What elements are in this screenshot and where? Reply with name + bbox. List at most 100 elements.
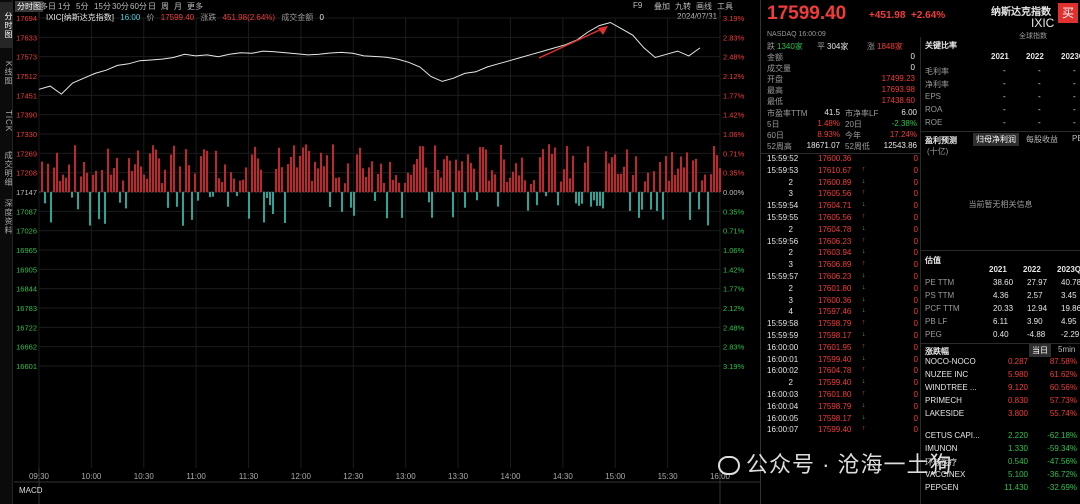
buy-button[interactable]: 买 (1058, 3, 1078, 23)
forecast-tab-1[interactable]: 每股收益 (1026, 135, 1058, 144)
histogram-bar (281, 167, 283, 193)
mover-name[interactable]: NUZEE INC (925, 370, 969, 379)
tick-price: 17605.56 (818, 189, 852, 199)
period-0[interactable]: 多日 (40, 2, 56, 11)
tool-4[interactable]: 工具 (717, 2, 733, 11)
field-value: 0 (910, 52, 915, 61)
tick-volume: 0 (913, 295, 918, 305)
histogram-bar (695, 158, 697, 193)
tick-price: 17606.23 (818, 236, 852, 246)
tick-price: 17598.17 (818, 413, 852, 423)
y-right-tick: 2.48% (723, 323, 745, 332)
key-ratios-title: 关键比率 (925, 41, 957, 50)
period-3[interactable]: 15分 (94, 2, 111, 11)
tick-row: 16:00:03 17601.80 ↑ 0 (761, 390, 921, 401)
intraday-chart[interactable]: 17694 3.19% 17633 2.83% 17573 2.48% 17512 2.12%… (14, 10, 760, 504)
ratio-value: - (1038, 79, 1041, 88)
tick-direction-icon: ↑ (862, 390, 866, 397)
histogram-bar (446, 155, 448, 193)
tool-1[interactable]: 叠加 (654, 2, 670, 11)
histogram-bar (260, 169, 262, 193)
stat-label: 52周低 (845, 142, 870, 151)
instrument-code: IXIC (1031, 16, 1055, 30)
nav-tab-2[interactable]: TICK (4, 109, 13, 133)
mover-name[interactable]: IMUNON (925, 444, 958, 453)
histogram-bar (437, 169, 439, 193)
period-4[interactable]: 30分 (112, 2, 129, 11)
tool-3[interactable]: 画线 (696, 2, 712, 11)
histogram-bar (524, 180, 526, 193)
breadth-value: 1340家 (777, 42, 803, 51)
period-8[interactable]: 月 (174, 2, 182, 11)
breadth-value: 304家 (827, 42, 849, 51)
nav-tab-3[interactable]: 成交明细 (4, 151, 13, 187)
histogram-bar (80, 176, 82, 193)
histogram-bar (251, 154, 253, 193)
tick-price: 17601.95 (818, 342, 852, 352)
movers-tab-1[interactable]: 5min (1058, 345, 1076, 354)
histogram-bar (152, 145, 154, 193)
period-5[interactable]: 60分 (130, 2, 147, 11)
histogram-bar (383, 182, 385, 193)
histogram-bar (239, 180, 241, 193)
nav-tab-4[interactable]: 深度资料 (4, 199, 13, 235)
nav-tab-1[interactable]: K线图 (4, 60, 13, 86)
period-9[interactable]: 更多 (187, 2, 203, 11)
valuation-value: 12.94 (1027, 304, 1048, 313)
nav-tab-0[interactable]: 分时图 (0, 2, 13, 48)
tick-row: 2 17604.78 ↓ 0 (761, 225, 921, 236)
price-line (38, 21, 701, 95)
forecast-title: 盈利预测 (925, 136, 957, 145)
histogram-bar (548, 144, 550, 193)
histogram-bar (614, 154, 616, 193)
tick-direction-icon: ↑ (862, 342, 866, 350)
period-2[interactable]: 5分 (76, 2, 89, 11)
watermark: 公众号 · 沧海一土狗 (718, 447, 953, 479)
mover-name[interactable]: CETUS CAPI... (925, 431, 980, 440)
mover-name[interactable]: PRIMECH (925, 396, 962, 405)
category-tag[interactable]: 全球指数 (1019, 33, 1047, 40)
x-tick: 10:00 (81, 472, 102, 481)
histogram-bar (443, 159, 445, 193)
tool-0[interactable]: F9 (633, 1, 643, 10)
period-7[interactable]: 周 (161, 2, 169, 11)
histogram-bar (221, 181, 223, 193)
annotation-arrow (538, 27, 605, 59)
mover-name[interactable]: VACCINEX (925, 470, 966, 479)
histogram-bar (497, 192, 499, 207)
valuation-year: 2023Q (1057, 265, 1080, 274)
histogram-bar (404, 182, 406, 193)
histogram-bar (233, 178, 235, 193)
forecast-tab-2[interactable]: PE (1072, 134, 1080, 143)
histogram-bar (170, 154, 172, 193)
histogram-bar (125, 192, 127, 209)
histogram-bar (551, 153, 553, 193)
histogram-bar (716, 155, 718, 193)
y-right-tick: 2.48% (723, 53, 745, 62)
tick-time: 16:00:00 (767, 342, 799, 352)
tick-time: 16:00:02 (767, 366, 799, 376)
annotation-arrowhead (598, 26, 608, 35)
period-6[interactable]: 日 (148, 2, 156, 11)
period-1[interactable]: 1分 (58, 2, 71, 11)
mover-name[interactable]: WINDTREE ... (925, 383, 977, 392)
movers-tab-0[interactable]: 当日 (1029, 344, 1051, 357)
histogram-bar (146, 178, 148, 193)
y-left-tick: 16662 (16, 343, 37, 352)
y-left-tick: 17087 (16, 207, 37, 216)
tick-volume: 0 (913, 354, 918, 364)
tool-2[interactable]: 九转 (675, 2, 691, 11)
tab-intraday[interactable]: 分时图 (15, 1, 43, 12)
ratio-value: - (1038, 118, 1041, 127)
histogram-bar (566, 146, 568, 193)
histogram-bar (128, 158, 130, 193)
forecast-tab-0[interactable]: 归母净利润 (973, 133, 1019, 146)
mover-name[interactable]: NOCO-NOCO (925, 357, 976, 366)
tick-list[interactable]: 15:59:52 17600.36 0 15:59:53 17610.67 ↑ 0 2 1760… (761, 154, 921, 438)
tick-price: 17598.17 (818, 331, 852, 340)
mover-name[interactable]: LAKESIDE (925, 409, 965, 418)
mover-name[interactable]: 环球医疗 (925, 458, 957, 467)
mover-name[interactable]: PEPGEN (925, 483, 959, 492)
tick-volume: 0 (913, 307, 918, 317)
